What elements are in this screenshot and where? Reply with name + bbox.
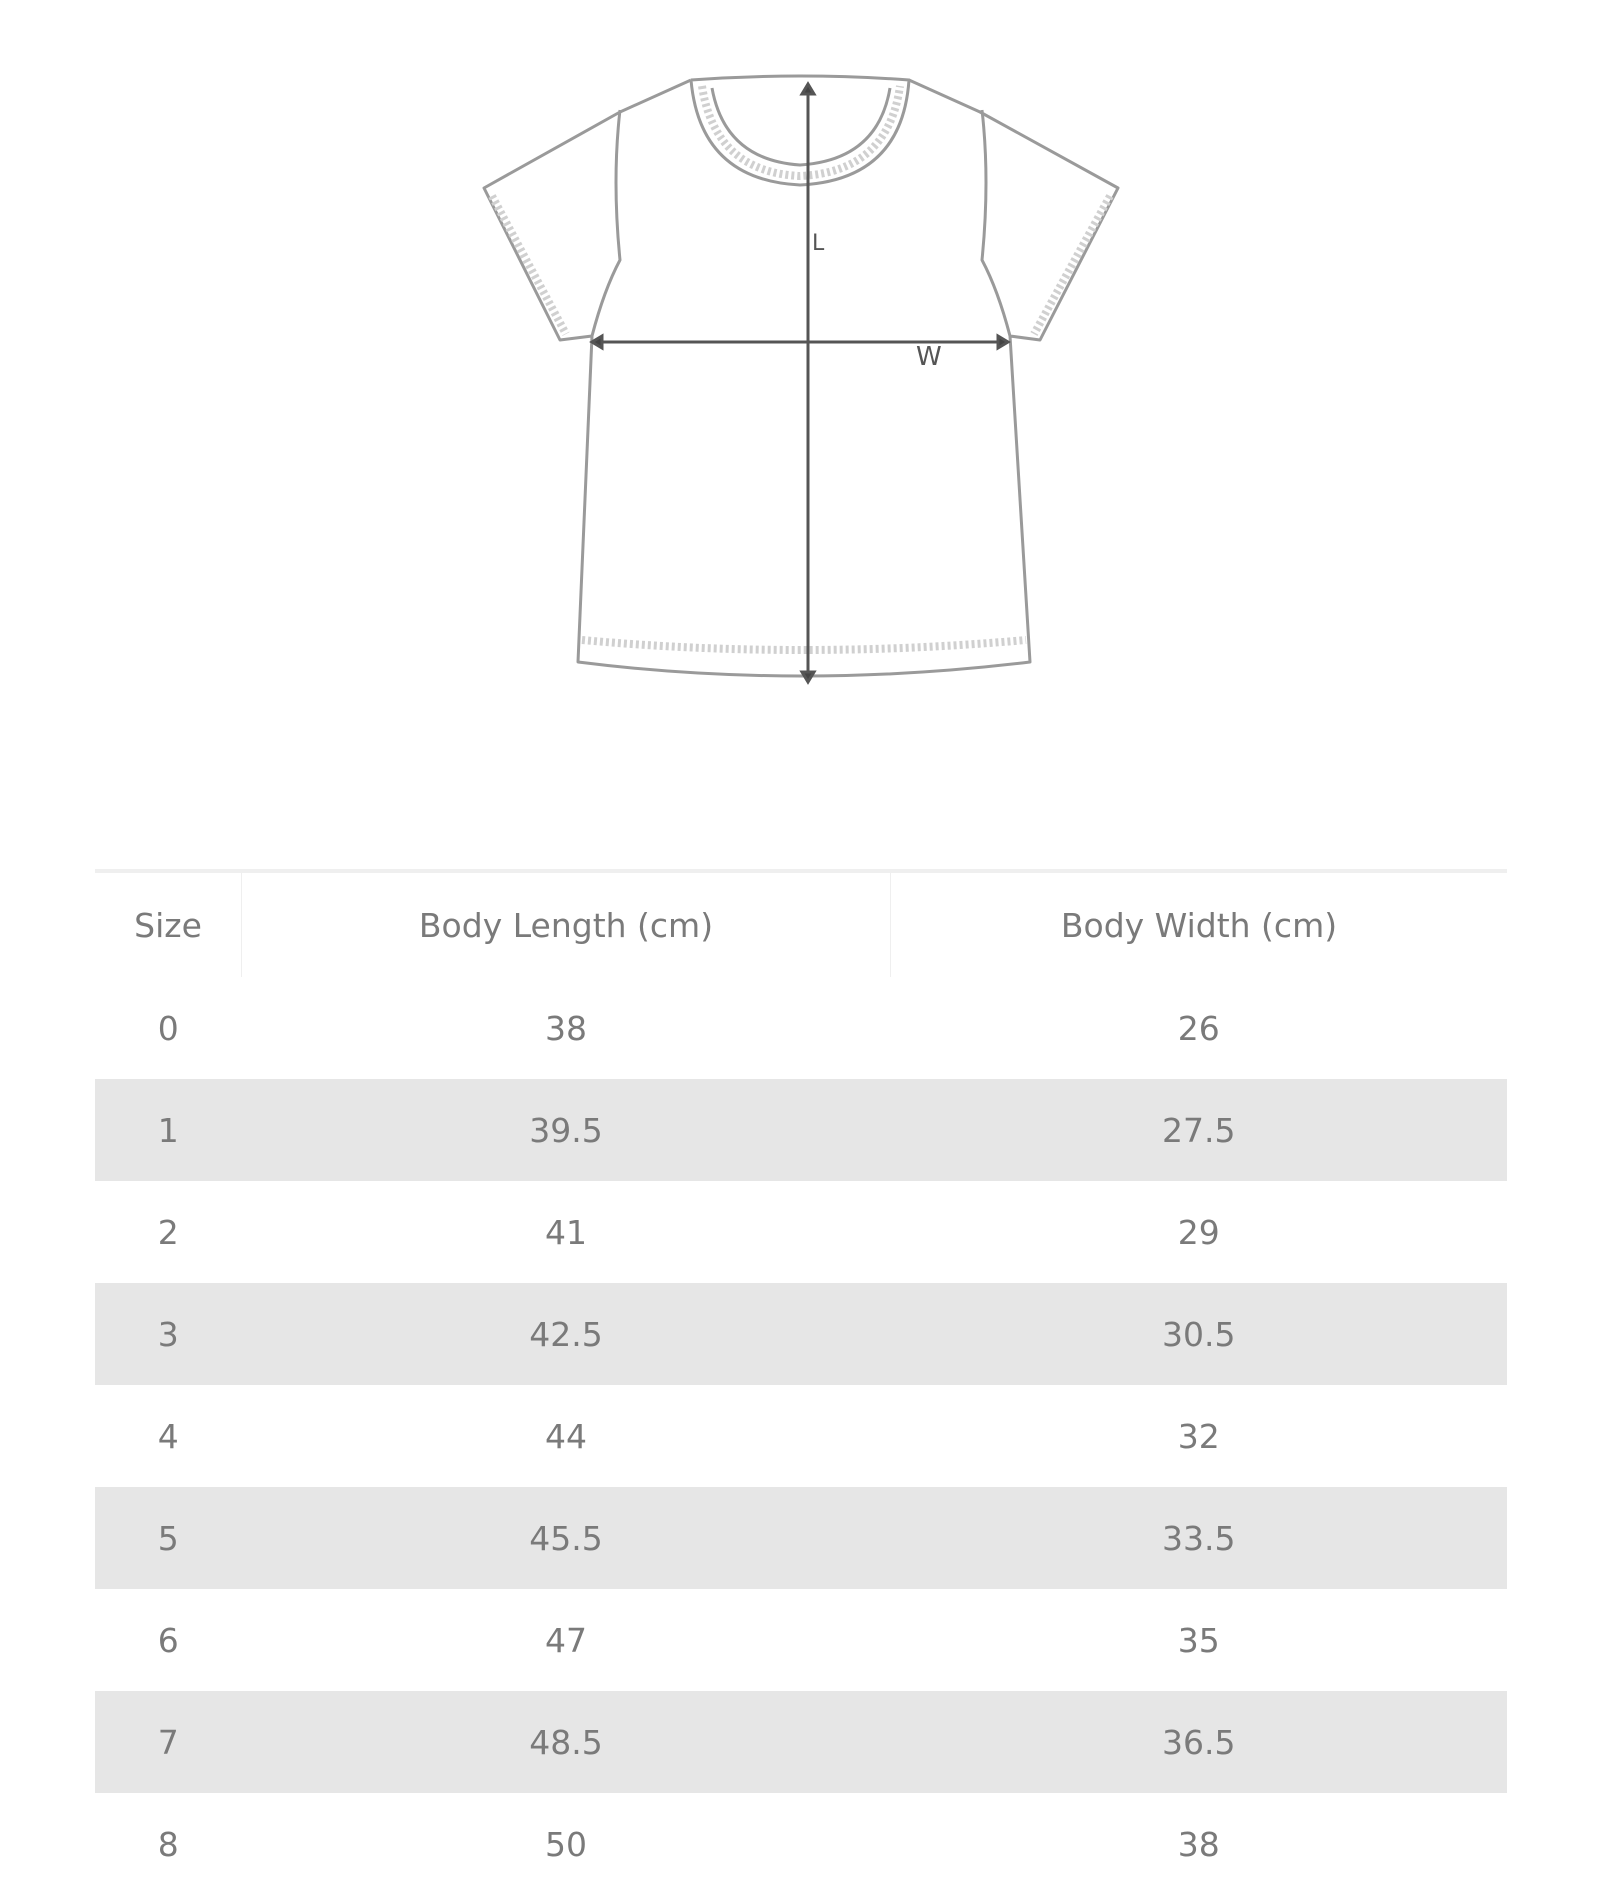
tshirt-outline: [482, 78, 1120, 678]
table-row: 6 47 35: [95, 1589, 1507, 1691]
table-row: 3 42.5 30.5: [95, 1283, 1507, 1385]
table-row: 1 39.5 27.5: [95, 1079, 1507, 1181]
width-label: W: [916, 342, 942, 372]
size-cell: 6: [157, 1620, 179, 1660]
body-length-cell: 42.5: [529, 1314, 603, 1354]
collar-rib: [698, 85, 904, 181]
size-cell: 2: [157, 1212, 179, 1252]
header-body-length: Body Length (cm): [241, 871, 891, 977]
body-width-cell: 26: [1177, 1008, 1220, 1048]
body-length-cell: 47: [545, 1620, 587, 1660]
left-cuff-rib: [488, 194, 570, 336]
table-row: 5 45.5 33.5: [95, 1487, 1507, 1589]
size-cell: 5: [157, 1518, 179, 1558]
size-cell: 0: [157, 1008, 179, 1048]
table-header-row: Size Body Length (cm) Body Width (cm): [95, 871, 1507, 977]
body-width-cell: 36.5: [1162, 1722, 1236, 1762]
tshirt-measurement-diagram: L W: [482, 74, 1120, 685]
body-width-cell: 38: [1177, 1824, 1220, 1864]
body-length-cell: 39.5: [529, 1110, 603, 1150]
table-row: 2 41 29: [95, 1181, 1507, 1283]
size-chart-table: Size Body Length (cm) Body Width (cm) 0 3…: [95, 869, 1507, 1895]
body-width-cell: 27.5: [1162, 1110, 1236, 1150]
header-size: Size: [95, 871, 242, 977]
table-row: 0 38 26: [95, 977, 1507, 1079]
body-length-cell: 50: [545, 1824, 587, 1864]
hem-rib: [581, 636, 1027, 654]
body-width-cell: 33.5: [1162, 1518, 1236, 1558]
length-label: L: [812, 231, 825, 256]
table-row: 8 50 38: [95, 1793, 1507, 1895]
size-cell: 1: [157, 1110, 179, 1150]
body-width-cell: 32: [1177, 1416, 1220, 1456]
arrowhead-icon: [589, 81, 1011, 685]
size-cell: 7: [157, 1722, 179, 1762]
body-length-cell: 45.5: [529, 1518, 603, 1558]
tshirt-collar: [689, 74, 911, 187]
right-cuff-rib: [1030, 194, 1114, 336]
body-width-cell: 29: [1177, 1212, 1220, 1252]
size-cell: 3: [157, 1314, 179, 1354]
size-cell: 8: [157, 1824, 179, 1864]
size-cell: 4: [157, 1416, 179, 1456]
table-row: 4 44 32: [95, 1385, 1507, 1487]
body-length-cell: 44: [545, 1416, 587, 1456]
body-length-cell: 41: [545, 1212, 587, 1252]
body-width-cell: 30.5: [1162, 1314, 1236, 1354]
table-row: 7 48.5 36.5: [95, 1691, 1507, 1793]
body-width-cell: 35: [1177, 1620, 1220, 1660]
body-length-cell: 48.5: [529, 1722, 603, 1762]
body-length-cell: 38: [545, 1008, 587, 1048]
header-body-width: Body Width (cm): [1060, 905, 1338, 945]
